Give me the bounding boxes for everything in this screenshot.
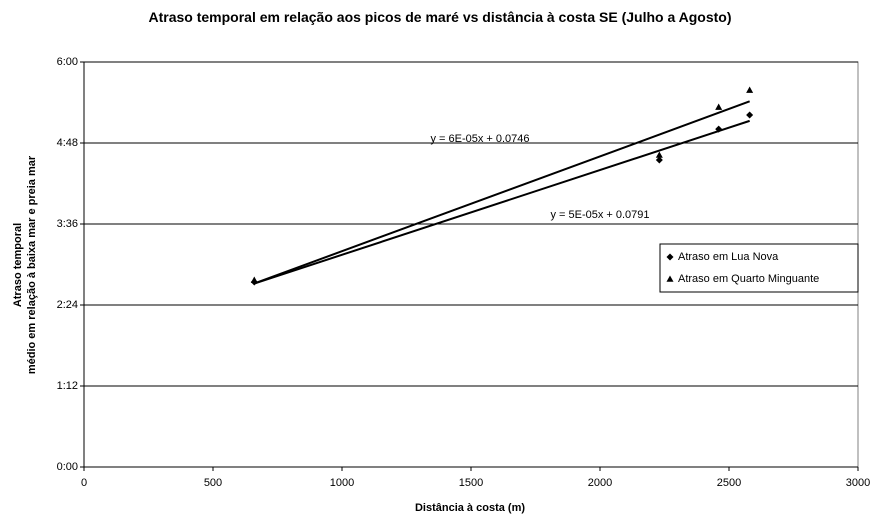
x-axis-label: Distância à costa (m) — [415, 502, 525, 514]
legend-label: Atraso em Quarto Minguante — [678, 273, 819, 285]
legend-label: Atraso em Lua Nova — [678, 251, 779, 263]
data-point — [746, 111, 754, 119]
x-tick-label: 1000 — [330, 477, 354, 489]
data-point — [715, 125, 723, 133]
data-point — [655, 151, 663, 158]
x-tick-label: 500 — [204, 477, 222, 489]
y-axis-label: Atraso temporal — [12, 223, 24, 307]
x-tick-label: 1500 — [459, 477, 483, 489]
x-tick-label: 2000 — [588, 477, 612, 489]
legend — [659, 243, 859, 293]
y-tick-label: 4:48 — [57, 137, 78, 149]
chart-title: Atraso temporal em relação aos picos de … — [148, 9, 732, 25]
data-point — [655, 156, 663, 164]
trendline — [253, 100, 750, 285]
y-axis-label: médio em relação à baixa mar e preia mar — [26, 155, 38, 374]
y-tick-label: 6:00 — [57, 56, 78, 68]
data-point — [250, 276, 258, 283]
y-tick-label: 3:36 — [57, 218, 78, 230]
legend-marker — [666, 253, 674, 261]
x-tick-label: 0 — [81, 477, 87, 489]
trendline — [253, 119, 750, 285]
data-point — [746, 86, 754, 93]
y-tick-label: 1:12 — [57, 380, 78, 392]
x-tick-label: 2500 — [717, 477, 741, 489]
y-tick-label: 0:00 — [57, 461, 78, 473]
x-tick-label: 3000 — [846, 477, 870, 489]
trendline-label: y = 6E-05x + 0.0746 — [430, 133, 529, 145]
legend-marker — [666, 275, 674, 282]
trendline-label: y = 5E-05x + 0.0791 — [550, 209, 649, 221]
data-point — [715, 103, 723, 110]
y-tick-label: 2:24 — [57, 299, 78, 311]
